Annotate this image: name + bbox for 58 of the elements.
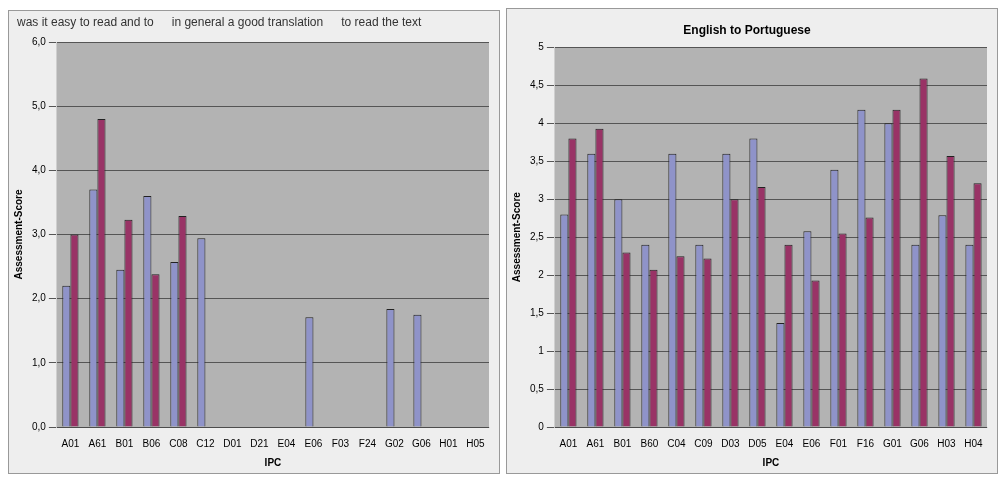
- y-tick-label: 3,5: [530, 155, 545, 167]
- x-tick-label: B60: [640, 437, 659, 449]
- x-tick-label: D05: [748, 437, 768, 449]
- x-tick-label: F16: [856, 437, 875, 449]
- x-tick-label: B06: [142, 437, 161, 449]
- y-tick-label: 3,0: [32, 228, 47, 240]
- y-axis-title: Assessment-Score: [510, 191, 522, 283]
- x-tick-label: E04: [775, 437, 794, 449]
- y-tick-label: 6,0: [32, 35, 47, 47]
- x-tick-label: C08: [169, 437, 189, 449]
- y-tick-label: 4,0: [32, 164, 47, 176]
- y-tick-label: 1: [538, 344, 545, 356]
- text: was it easy to read and to: [17, 15, 154, 29]
- x-tick-label: F24: [358, 437, 377, 449]
- x-tick-label: G06: [412, 437, 432, 449]
- chart-title: English to Portuguese: [683, 22, 811, 37]
- y-tick-label: 1,0: [32, 356, 47, 368]
- x-tick-label: G02: [385, 437, 405, 449]
- x-tick-label: A61: [88, 437, 107, 449]
- x-tick-label: A01: [61, 437, 80, 449]
- y-tick-label: 0,0: [32, 420, 47, 432]
- x-tick-label: B01: [115, 437, 134, 449]
- x-tick-label: B01: [613, 437, 632, 449]
- x-tick-label: E04: [277, 437, 296, 449]
- x-tick-label: D01: [223, 437, 243, 449]
- y-tick-label: 4,5: [530, 79, 545, 91]
- x-tick-label: E06: [802, 437, 821, 449]
- y-tick-label: 2: [538, 268, 545, 280]
- x-tick-label: G06: [910, 437, 930, 449]
- x-tick-label: F01: [829, 437, 848, 449]
- x-tick-label: H03: [937, 437, 957, 449]
- y-tick-label: 0,5: [530, 382, 545, 394]
- y-tick-label: 5: [538, 41, 545, 53]
- y-tick-label: 5,0: [32, 99, 47, 111]
- y-tick-label: 2,5: [530, 230, 545, 242]
- text: in general a good translation: [171, 15, 324, 29]
- x-tick-label: A61: [586, 437, 605, 449]
- x-tick-label: G01: [883, 437, 903, 449]
- x-axis-title: IPC: [264, 456, 282, 468]
- y-tick-label: 0: [538, 420, 545, 432]
- y-axis-title: Assessment-Score: [12, 189, 24, 280]
- x-axis-title: IPC: [762, 456, 780, 468]
- x-tick-label: H01: [439, 437, 459, 449]
- x-tick-label: C09: [694, 437, 714, 449]
- text: to read the text: [341, 15, 422, 29]
- x-tick-label: H04: [964, 437, 984, 449]
- x-tick-label: D03: [721, 437, 741, 449]
- y-tick-label: 3: [538, 192, 545, 204]
- x-tick-label: H05: [466, 437, 486, 449]
- x-tick-label: A01: [559, 437, 578, 449]
- x-tick-label: D21: [250, 437, 270, 449]
- x-tick-label: E06: [304, 437, 323, 449]
- y-tick-label: 4: [538, 117, 545, 129]
- x-tick-label: C04: [667, 437, 687, 449]
- y-tick-label: 2,0: [32, 292, 47, 304]
- x-tick-label: C12: [196, 437, 216, 449]
- x-tick-label: F03: [331, 437, 350, 449]
- y-tick-label: 1,5: [530, 306, 545, 318]
